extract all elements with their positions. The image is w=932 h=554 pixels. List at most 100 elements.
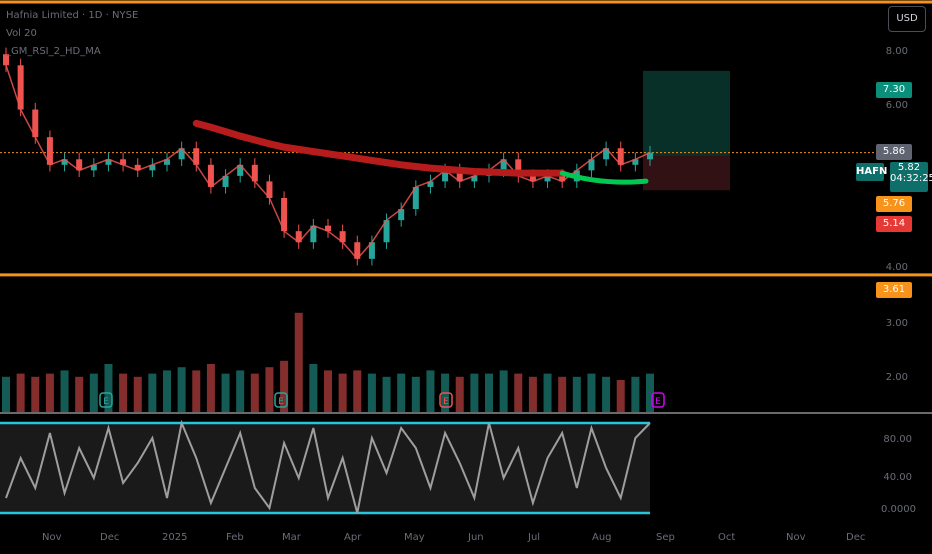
- candle-body-7: [105, 159, 112, 165]
- last-price-box: 5.82 04:32:25: [890, 162, 932, 192]
- currency-button[interactable]: USD: [888, 6, 926, 32]
- volume-bar-44: [646, 373, 654, 412]
- entry-price-tag: 5.76: [876, 196, 912, 212]
- candle-body-41: [603, 148, 610, 160]
- candle-body-13: [193, 148, 200, 165]
- volume-bar-13: [192, 370, 201, 412]
- volume-bar-12: [177, 367, 186, 412]
- volume-bar-35: [514, 373, 523, 412]
- volume-bar-26: [382, 376, 391, 412]
- candle-body-1: [17, 65, 24, 110]
- candle-body-23: [339, 231, 346, 243]
- volume-bar-2: [31, 376, 40, 412]
- candle-body-20: [295, 231, 302, 243]
- volume-bar-20: [294, 312, 303, 412]
- volume-bar-43: [631, 376, 640, 412]
- month-label-mar: Mar: [282, 532, 301, 543]
- target-price-tag: 7.30: [876, 82, 912, 98]
- volume-bar-3: [45, 373, 54, 412]
- month-label-nov-2025: Nov: [786, 532, 806, 543]
- candle-body-22: [325, 225, 331, 232]
- month-label-may: May: [404, 532, 425, 543]
- volume-bar-15: [221, 373, 230, 412]
- rsi-axis-label-80: 80.00: [883, 434, 912, 445]
- candle-body-5: [76, 159, 83, 171]
- candle-body-17: [251, 164, 258, 182]
- volume-bar-37: [543, 373, 552, 412]
- candle-body-6: [90, 164, 97, 171]
- candle-body-15: [222, 175, 229, 187]
- symbol-legend[interactable]: Hafnia Limited · 1D · NYSE: [6, 10, 139, 21]
- volume-axis-label-2: 2.00: [885, 372, 908, 383]
- candle-body-25: [368, 242, 375, 259]
- volume-bar-41: [602, 376, 611, 412]
- month-label-sep: Sep: [656, 532, 675, 543]
- support-price-tag: 3.61: [876, 282, 912, 298]
- rsi-indicator-legend[interactable]: _GM_RSI_2_HD_MA: [6, 46, 101, 57]
- volume-bar-33: [485, 373, 493, 412]
- volume-bar-39: [572, 376, 581, 412]
- volume-bar-29: [426, 370, 435, 412]
- candle-body-14: [207, 164, 214, 187]
- volume-axis-label-3: 3.00: [885, 318, 908, 329]
- volume-bar-40: [587, 373, 596, 412]
- event-marker-label-3: E: [655, 397, 661, 407]
- volume-bar-16: [236, 370, 245, 412]
- volume-bar-11: [163, 370, 171, 412]
- candle-body-29: [427, 181, 434, 187]
- month-label-aug: Aug: [592, 532, 612, 543]
- candle-body-32: [471, 175, 478, 182]
- volume-indicator-legend[interactable]: Vol 20: [6, 28, 37, 39]
- candle-body-38: [559, 175, 566, 182]
- candle-body-21: [310, 225, 317, 243]
- event-marker-box-0: [99, 392, 113, 408]
- volume-bar-0: [2, 376, 10, 412]
- price-axis-label-8: 8.00: [885, 46, 908, 57]
- candle-body-24: [354, 242, 361, 259]
- candle-body-44: [647, 152, 653, 160]
- bar-countdown: 04:32:25: [890, 173, 932, 184]
- stop-price-tag: 5.14: [876, 216, 912, 232]
- candle-body-28: [412, 186, 419, 210]
- candle-body-42: [617, 148, 624, 165]
- last-price: 5.82: [897, 162, 921, 173]
- price-axis-label-4: 4.00: [885, 262, 908, 273]
- candle-body-12: [178, 148, 185, 160]
- volume-bar-21: [309, 364, 318, 412]
- candle-body-26: [383, 220, 390, 243]
- candle-body-30: [442, 170, 449, 182]
- candle-body-8: [120, 159, 127, 165]
- month-label-dec: Dec: [100, 532, 120, 543]
- month-label-2025: 2025: [162, 532, 188, 543]
- volume-bar-9: [133, 376, 142, 412]
- volume-bar-27: [397, 373, 406, 412]
- rsi-line: [5, 419, 651, 514]
- ticker-tag: HAFN: [856, 163, 887, 181]
- rsi-axis-label-40: 40.00: [883, 472, 912, 483]
- candle-body-34: [500, 159, 507, 171]
- volume-bar-22: [324, 370, 332, 412]
- month-label-nov: Nov: [42, 532, 62, 543]
- event-marker-box-2: [439, 392, 453, 408]
- rsi-band: [0, 423, 650, 513]
- month-label-feb: Feb: [226, 532, 244, 543]
- volume-bar-14: [206, 364, 215, 412]
- volume-bar-19: [280, 360, 289, 412]
- candle-body-40: [588, 159, 595, 171]
- event-marker-box-3: [651, 392, 665, 408]
- volume-bar-8: [119, 373, 128, 412]
- high-price-tag: 5.86: [876, 144, 912, 160]
- candle-body-35: [515, 159, 522, 176]
- month-label-jun: Jun: [468, 532, 484, 543]
- candle-body-36: [529, 175, 536, 182]
- volume-bar-17: [250, 373, 259, 412]
- month-label-jul: Jul: [528, 532, 541, 543]
- close-price-line: [5, 65, 651, 260]
- target-zone: [643, 70, 730, 156]
- volume-bar-38: [558, 376, 567, 412]
- candle-body-16: [237, 164, 244, 176]
- month-label-apr: Apr: [344, 532, 362, 543]
- event-marker-label-2: E: [443, 397, 449, 407]
